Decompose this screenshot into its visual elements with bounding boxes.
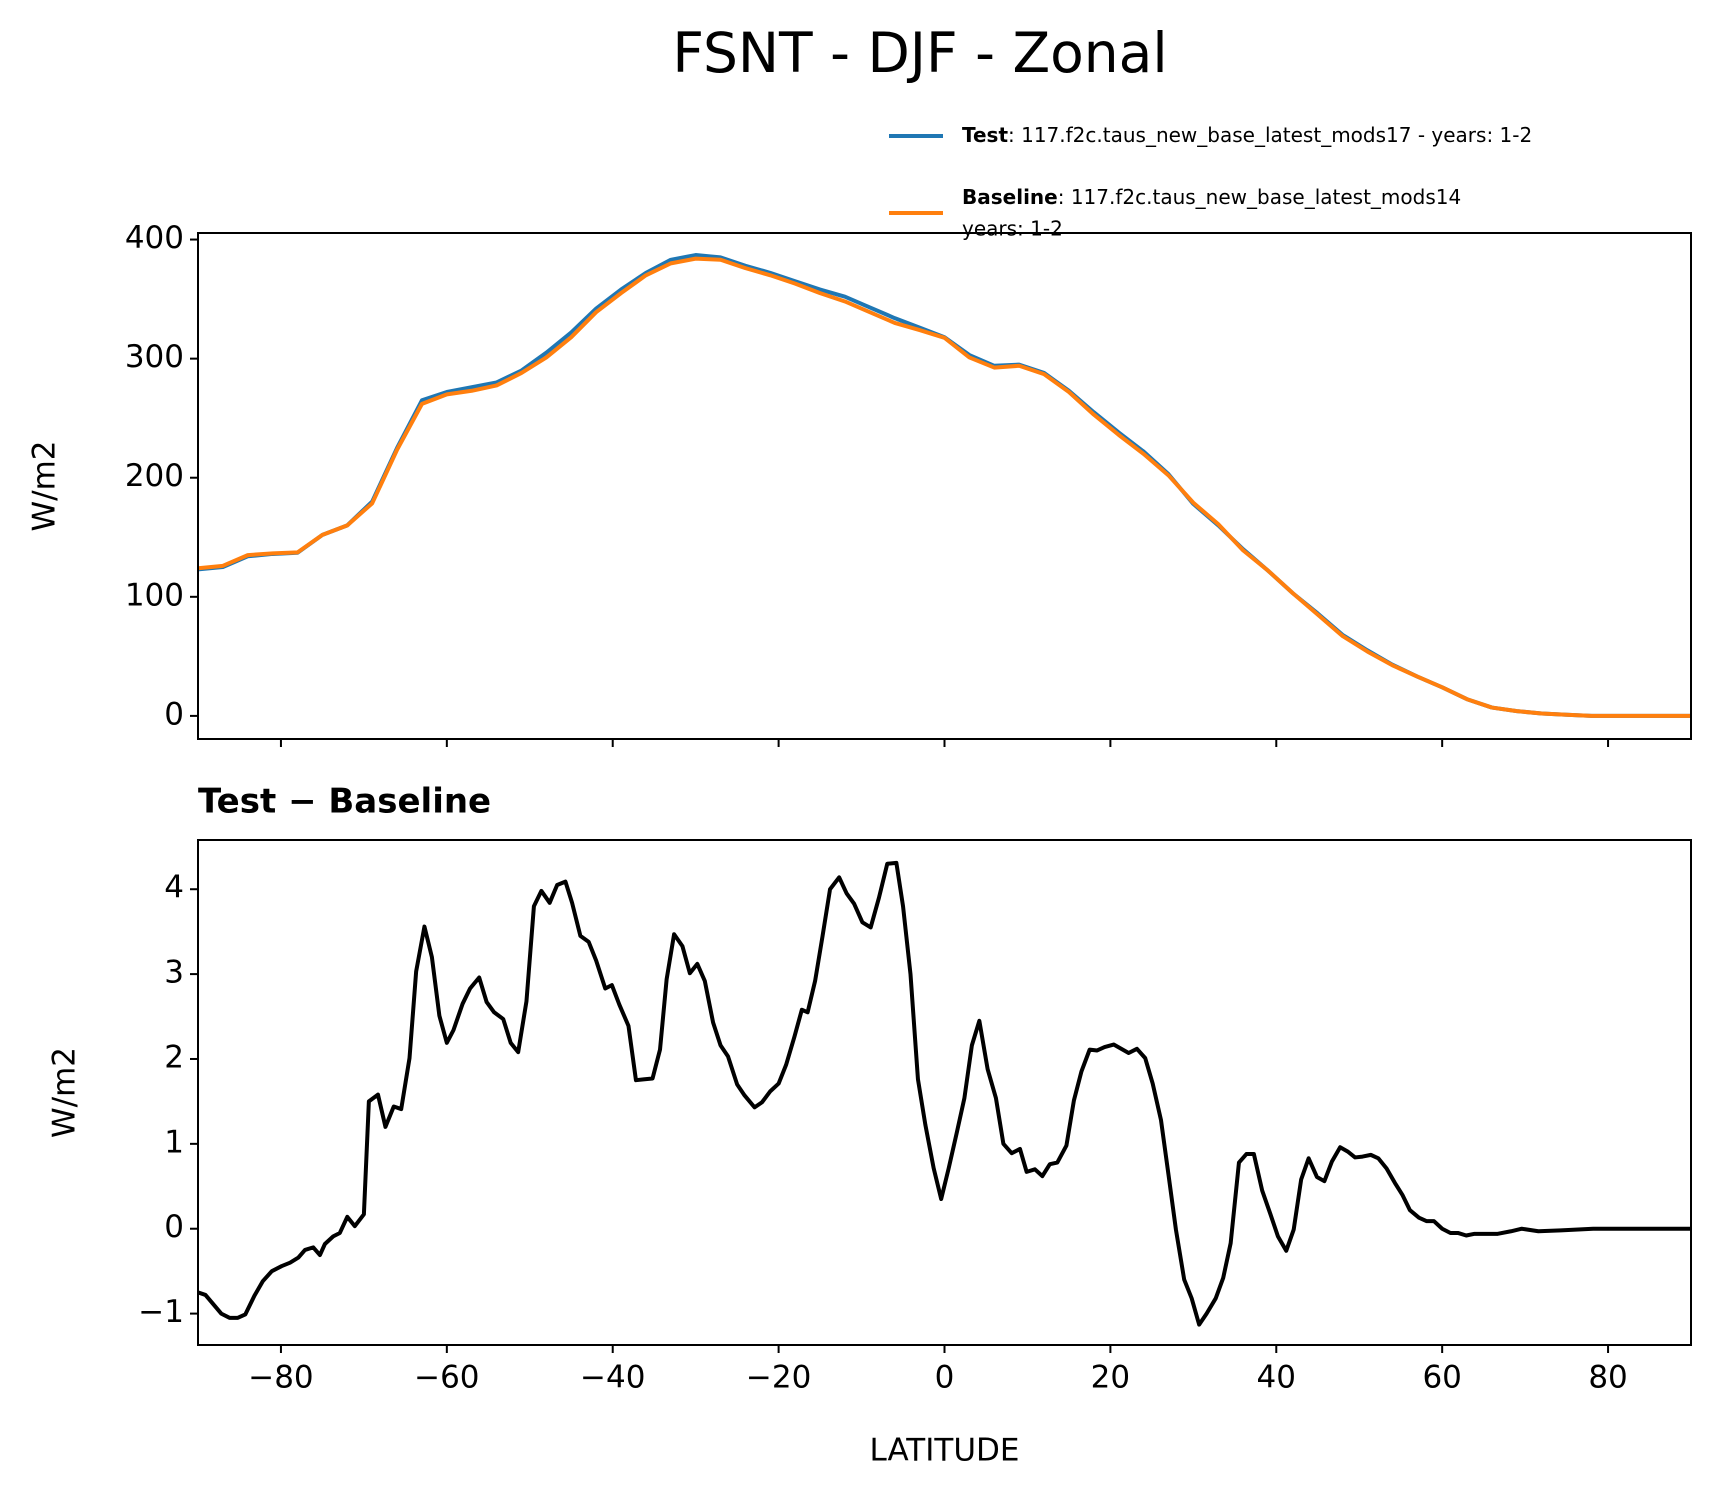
x-tick-label: −40 [580, 1360, 645, 1396]
x-tick-label: 40 [1257, 1360, 1296, 1396]
y-tick-label: 400 [125, 220, 184, 256]
series-line [198, 860, 1691, 1327]
legend-name: Test [962, 123, 1008, 147]
legend-label: Test: 117.f2c.taus_new_base_latest_mods1… [962, 123, 1532, 147]
y-tick-label: 3 [164, 955, 184, 991]
figure-title: FSNT - DJF - Zonal [672, 21, 1167, 85]
y-axis-label: W/m2 [27, 440, 63, 531]
legend-description: years: 1-2 [962, 217, 1063, 241]
x-tick-label: 80 [1588, 1360, 1627, 1396]
y-tick-label: 0 [164, 696, 184, 732]
x-tick-label: 20 [1091, 1360, 1130, 1396]
x-axis-label: LATITUDE [870, 1433, 1020, 1469]
legend-description: : 117.f2c.taus_new_base_latest_mods14 [1058, 185, 1461, 209]
y-tick-label: 0 [164, 1209, 184, 1245]
y-axis-label: W/m2 [47, 1047, 83, 1138]
x-tick-label: −80 [248, 1360, 313, 1396]
y-tick-label: 2 [164, 1039, 184, 1075]
y-tick-label: 300 [125, 339, 184, 375]
x-tick-label: 60 [1422, 1360, 1461, 1396]
y-tick-label: 1 [164, 1124, 184, 1160]
x-tick-label: −60 [414, 1360, 479, 1396]
series-line [198, 256, 1691, 718]
x-tick-label: 0 [935, 1360, 955, 1396]
legend-label: Baseline: 117.f2c.taus_new_base_latest_m… [962, 185, 1461, 209]
y-tick-label: 200 [125, 458, 184, 494]
y-tick-label: 100 [125, 577, 184, 613]
x-tick-label: −20 [746, 1360, 811, 1396]
legend-name: Baseline [962, 185, 1058, 209]
y-tick-label: −1 [138, 1294, 184, 1330]
subplot-title: Test − Baseline [198, 782, 491, 822]
y-tick-label: 4 [164, 870, 184, 906]
legend-description: : 117.f2c.taus_new_base_latest_mods17 - … [1008, 123, 1532, 147]
